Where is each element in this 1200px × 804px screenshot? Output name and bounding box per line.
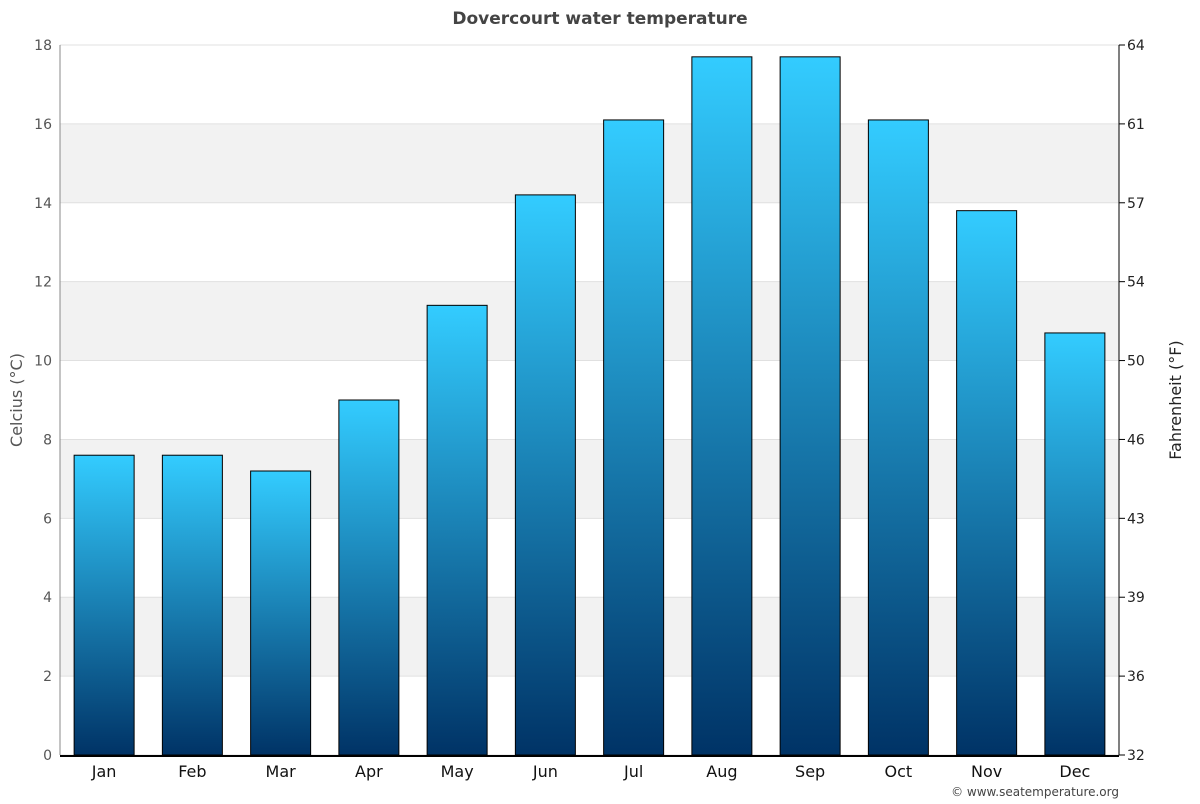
bar-sep — [779, 56, 841, 756]
y-tick-label: 6 — [43, 511, 52, 527]
y-tick-label: 0 — [43, 748, 52, 764]
y2-tick-label: 64 — [1127, 38, 1145, 54]
bar-nov — [956, 210, 1018, 756]
bars — [73, 56, 1106, 756]
y2-tick-label: 61 — [1127, 117, 1145, 133]
y2-tick-label: 57 — [1127, 196, 1145, 212]
bar-may — [426, 304, 488, 756]
chart-title: Dovercourt water temperature — [452, 9, 747, 29]
y-tick-label: 2 — [43, 669, 52, 685]
y2-tick-label: 39 — [1127, 590, 1145, 606]
grid-band — [60, 281, 1119, 361]
y2-tick-label: 32 — [1127, 748, 1145, 764]
x-tick-label: Jan — [91, 762, 117, 781]
grid-band — [60, 123, 1119, 203]
x-tick-label: Jul — [623, 762, 643, 781]
y-tick-label: 4 — [43, 590, 52, 606]
bar-jan — [73, 454, 135, 756]
grid-band — [60, 597, 1119, 677]
bar-feb — [161, 454, 223, 756]
y2-tick-label: 54 — [1127, 275, 1145, 291]
y-tick-label: 14 — [34, 196, 52, 212]
y-tick-label: 12 — [34, 275, 52, 291]
bar-mar — [250, 470, 312, 756]
y-tick-label: 8 — [43, 432, 52, 448]
x-tick-label: Oct — [885, 762, 913, 781]
x-tick-label: Aug — [706, 762, 737, 781]
x-tick-label: Sep — [795, 762, 825, 781]
x-tick-label: Mar — [266, 762, 297, 781]
y-axis-label: Celcius (°C) — [7, 353, 26, 447]
y2-tick-label: 43 — [1127, 511, 1145, 527]
bar-dec — [1044, 332, 1106, 756]
bar-jul — [603, 119, 665, 756]
axes: 0 32 2 36 4 39 6 43 8 46 10 50 12 54 14 57 16 61 18 64 Jan Fe… — [34, 38, 1145, 781]
grid-band — [60, 439, 1119, 519]
x-tick-label: Jun — [532, 762, 558, 781]
bar-jun — [514, 194, 576, 756]
y-tick-label: 10 — [34, 354, 52, 370]
x-tick-label: Feb — [178, 762, 206, 781]
y2-axis-label: Fahrenheit (°F) — [1166, 340, 1185, 459]
bar-aug — [691, 56, 753, 756]
y-tick-label: 16 — [34, 117, 52, 133]
x-tick-label: Apr — [355, 762, 383, 781]
credit[interactable]: © www.seatemperature.org — [951, 785, 1119, 799]
y2-tick-label: 36 — [1127, 669, 1145, 685]
bar-apr — [338, 399, 400, 756]
y2-tick-label: 50 — [1127, 354, 1145, 370]
x-tick-label: May — [441, 762, 474, 781]
x-tick-label: Nov — [971, 762, 1002, 781]
y-tick-label: 18 — [34, 38, 52, 54]
y2-tick-label: 46 — [1127, 432, 1145, 448]
x-tick-label: Dec — [1059, 762, 1090, 781]
bar-oct — [867, 119, 929, 756]
